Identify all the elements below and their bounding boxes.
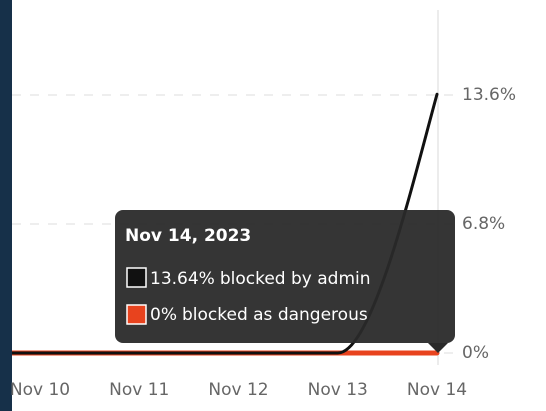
labels: 0% 6.8% 13.6% Nov 10 Nov 11 Nov 12 Nov 13 Nov 1… (10, 85, 516, 400)
tooltip-row: 13.64% blocked by admin (150, 269, 371, 289)
value-label: 13.64% (150, 269, 215, 289)
legend-swatch (126, 304, 147, 325)
tooltip-box (115, 210, 455, 343)
tooltip-row: 0% blocked as dangerous (150, 305, 368, 325)
x-tick-label: Nov 12 (208, 380, 268, 400)
legend-swatch (126, 267, 147, 288)
legend-label: blocked as dangerous (182, 305, 368, 325)
tooltip-title: Nov 14, 2023 (125, 226, 251, 246)
x-tick-label: Nov 14 (407, 380, 467, 400)
tooltip: Nov 14, 2023 13.64% blocked by admin 0% bl… (115, 210, 455, 353)
legend-label: blocked by admin (220, 269, 371, 289)
y-tick-label: 0% (462, 343, 489, 363)
y-tick-label: 6.8% (462, 214, 505, 234)
x-tick-label: Nov 13 (308, 380, 368, 400)
tooltip-pointer (428, 343, 448, 353)
x-tick-label: Nov 10 (10, 380, 70, 400)
y-tick-label: 13.6% (462, 85, 516, 105)
x-tick-label: Nov 11 (109, 380, 169, 400)
value-label: 0% (150, 305, 177, 325)
side-panel (0, 0, 12, 411)
